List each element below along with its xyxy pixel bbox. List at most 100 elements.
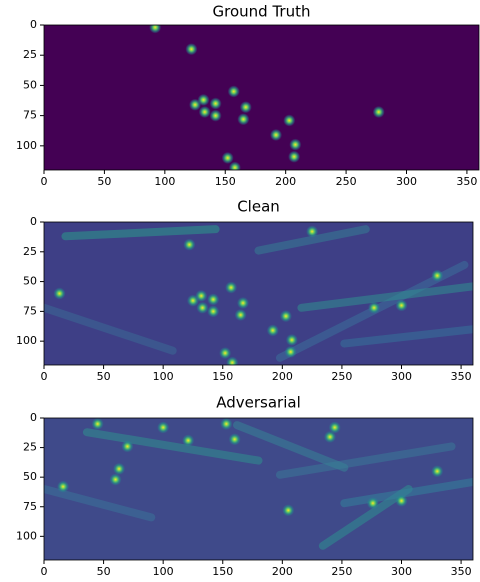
x-tick-label: 200	[275, 175, 296, 188]
x-tick-label: 0	[41, 175, 48, 188]
y-tick-label: 50	[23, 470, 37, 483]
blob	[237, 113, 250, 126]
streak	[61, 225, 220, 241]
y-tick-label: 75	[23, 109, 37, 122]
blob	[207, 293, 220, 306]
x-tick-label: 300	[396, 175, 417, 188]
blob	[225, 281, 238, 294]
blob	[228, 433, 241, 446]
streak	[44, 303, 177, 355]
blob	[431, 465, 444, 478]
panel-title: Adversarial	[216, 394, 301, 412]
blob	[182, 434, 195, 447]
blob	[285, 333, 298, 346]
blob	[186, 294, 199, 307]
blob	[226, 356, 239, 365]
x-tick-label: 0	[41, 370, 48, 383]
blob	[220, 418, 233, 430]
y-tick-label: 0	[30, 411, 37, 424]
y-tick-label: 75	[23, 500, 37, 513]
blob	[284, 345, 297, 358]
y-tick-label: 50	[23, 78, 37, 91]
blob	[395, 494, 408, 507]
x-tick-label: 250	[331, 565, 352, 578]
blob	[109, 473, 122, 486]
blob	[228, 161, 241, 170]
blob	[183, 238, 196, 251]
blob	[372, 106, 385, 118]
panel-title: Ground Truth	[213, 3, 311, 21]
blob	[157, 421, 170, 434]
image-background	[44, 25, 479, 170]
streak	[44, 485, 156, 522]
y-tick-label: 0	[30, 18, 37, 31]
blob	[368, 301, 381, 314]
blob	[149, 25, 162, 34]
y-tick-label: 25	[23, 441, 37, 454]
image-content	[44, 225, 473, 365]
blob	[395, 299, 408, 312]
streak	[340, 477, 473, 508]
blob	[328, 421, 341, 434]
y-tick-label: 50	[23, 275, 37, 288]
x-tick-label: 200	[272, 565, 293, 578]
blob	[282, 504, 295, 517]
x-tick-label: 50	[97, 370, 111, 383]
y-tick-label: 0	[30, 215, 37, 228]
panel-title: Clean	[237, 198, 280, 216]
streak	[82, 428, 263, 465]
x-tick-label: 350	[456, 175, 477, 188]
blob	[270, 128, 282, 141]
blob	[221, 151, 234, 164]
x-tick-label: 100	[153, 370, 174, 383]
blob	[237, 297, 250, 310]
blob	[185, 43, 198, 56]
frame	[43, 24, 480, 171]
blob	[91, 418, 104, 430]
panel: Clean 0 50 100 150 200 250 300 350 0 25 50 75 100	[16, 198, 474, 383]
blob	[113, 462, 126, 475]
y-tick-label: 100	[16, 139, 37, 152]
blob	[209, 97, 222, 110]
x-tick-label: 200	[272, 370, 293, 383]
blob	[207, 305, 220, 318]
x-tick-label: 100	[153, 565, 174, 578]
y-tick-label: 75	[23, 304, 37, 317]
blob	[366, 497, 379, 510]
x-tick-label: 150	[212, 565, 233, 578]
x-tick-label: 100	[154, 175, 175, 188]
blob	[219, 347, 232, 360]
blob	[227, 85, 240, 98]
image-content	[149, 25, 385, 170]
streak	[340, 325, 473, 348]
x-tick-label: 350	[451, 370, 472, 383]
blob	[196, 301, 209, 314]
x-tick-label: 50	[97, 565, 111, 578]
blob	[53, 287, 66, 300]
streak	[275, 442, 456, 479]
x-tick-label: 0	[41, 565, 48, 578]
streak	[254, 225, 370, 255]
blob	[431, 269, 444, 282]
x-tick-label: 300	[391, 565, 412, 578]
blob	[266, 324, 279, 337]
blob	[198, 106, 211, 118]
blob	[324, 430, 336, 443]
x-tick-label: 350	[451, 565, 472, 578]
y-tick-label: 25	[23, 48, 37, 61]
blob	[189, 98, 202, 111]
panel: Ground Truth 0 50 100 150 200 250 300 350 0 25 50 75…	[16, 3, 480, 188]
blob	[289, 138, 302, 151]
x-tick-label: 250	[331, 370, 352, 383]
blob	[209, 109, 222, 122]
streak	[233, 421, 349, 472]
streak	[297, 282, 473, 312]
blob	[57, 480, 70, 493]
image-content	[44, 418, 473, 550]
blob	[283, 114, 296, 127]
blob	[239, 101, 252, 114]
x-tick-label: 150	[215, 175, 236, 188]
blob	[306, 225, 319, 238]
blob	[234, 308, 247, 321]
